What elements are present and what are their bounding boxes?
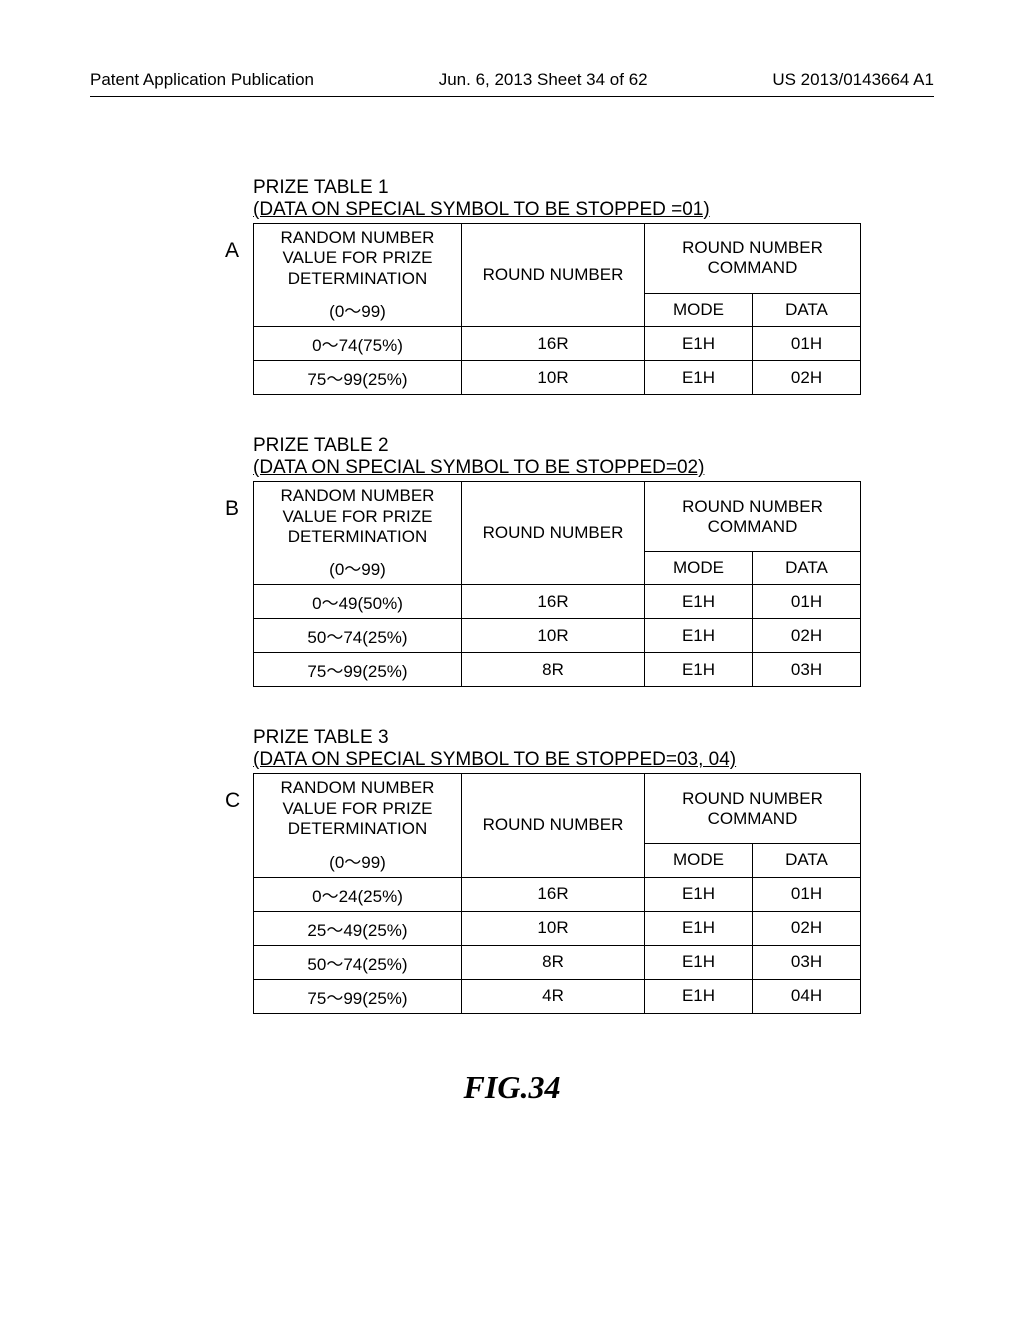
table-subtitle: (DATA ON SPECIAL SYMBOL TO BE STOPPED=02… xyxy=(253,457,904,479)
col-header-random-range: (0～99) xyxy=(254,844,462,878)
table-row: 50～74(25%)10RE1H02H xyxy=(254,619,861,653)
col-header-mode: MODE xyxy=(645,844,753,878)
prize-table-block: C PRIZE TABLE 3(DATA ON SPECIAL SYMBOL TO… xyxy=(225,727,904,1013)
col-header-data: DATA xyxy=(753,293,861,327)
cell-data: 02H xyxy=(753,361,861,395)
table-letter-label: C xyxy=(225,789,240,813)
cell-random: 75～99(25%) xyxy=(254,979,462,1013)
cell-mode: E1H xyxy=(645,619,753,653)
table-title: PRIZE TABLE 3 xyxy=(253,727,904,749)
cell-mode: E1H xyxy=(645,945,753,979)
cell-round: 4R xyxy=(462,979,645,1013)
header-center: Jun. 6, 2013 Sheet 34 of 62 xyxy=(439,70,648,90)
cell-random: 50～74(25%) xyxy=(254,619,462,653)
table-letter-label: B xyxy=(225,497,239,521)
table-row: 75～99(25%)8RE1H03H xyxy=(254,653,861,687)
cell-mode: E1H xyxy=(645,979,753,1013)
cell-random: 0～24(25%) xyxy=(254,877,462,911)
prize-table: RANDOM NUMBERVALUE FOR PRIZEDETERMINATIO… xyxy=(253,481,861,687)
col-header-command: ROUND NUMBERCOMMAND xyxy=(645,774,861,844)
table-header-row: RANDOM NUMBERVALUE FOR PRIZEDETERMINATIO… xyxy=(254,482,861,552)
cell-data: 03H xyxy=(753,653,861,687)
cell-mode: E1H xyxy=(645,653,753,687)
cell-mode: E1H xyxy=(645,585,753,619)
prize-table: RANDOM NUMBERVALUE FOR PRIZEDETERMINATIO… xyxy=(253,223,861,395)
col-header-round: ROUND NUMBER xyxy=(462,224,645,327)
cell-round: 10R xyxy=(462,619,645,653)
cell-mode: E1H xyxy=(645,911,753,945)
table-subtitle: (DATA ON SPECIAL SYMBOL TO BE STOPPED=03… xyxy=(253,749,904,771)
cell-random: 0～49(50%) xyxy=(254,585,462,619)
table-letter-label: A xyxy=(225,239,239,263)
col-header-random: RANDOM NUMBERVALUE FOR PRIZEDETERMINATIO… xyxy=(254,774,462,844)
cell-round: 8R xyxy=(462,945,645,979)
col-header-round: ROUND NUMBER xyxy=(462,774,645,877)
table-subtitle: (DATA ON SPECIAL SYMBOL TO BE STOPPED =0… xyxy=(253,199,904,221)
col-header-round: ROUND NUMBER xyxy=(462,482,645,585)
table-title: PRIZE TABLE 1 xyxy=(253,177,904,199)
col-header-data: DATA xyxy=(753,551,861,585)
cell-data: 02H xyxy=(753,911,861,945)
col-header-mode: MODE xyxy=(645,293,753,327)
page: Patent Application Publication Jun. 6, 2… xyxy=(0,0,1024,1146)
cell-random: 75～99(25%) xyxy=(254,653,462,687)
table-row: 25～49(25%)10RE1H02H xyxy=(254,911,861,945)
cell-mode: E1H xyxy=(645,361,753,395)
header-right: US 2013/0143664 A1 xyxy=(772,70,934,90)
cell-round: 10R xyxy=(462,361,645,395)
col-header-random: RANDOM NUMBERVALUE FOR PRIZEDETERMINATIO… xyxy=(254,482,462,552)
col-header-random: RANDOM NUMBERVALUE FOR PRIZEDETERMINATIO… xyxy=(254,224,462,294)
cell-random: 50～74(25%) xyxy=(254,945,462,979)
prize-table: RANDOM NUMBERVALUE FOR PRIZEDETERMINATIO… xyxy=(253,773,861,1013)
cell-random: 25～49(25%) xyxy=(254,911,462,945)
col-header-random-range: (0～99) xyxy=(254,293,462,327)
cell-data: 04H xyxy=(753,979,861,1013)
page-header: Patent Application Publication Jun. 6, 2… xyxy=(90,70,934,97)
cell-data: 01H xyxy=(753,327,861,361)
table-header-row: RANDOM NUMBERVALUE FOR PRIZEDETERMINATIO… xyxy=(254,224,861,294)
col-header-command: ROUND NUMBERCOMMAND xyxy=(645,482,861,552)
table-title: PRIZE TABLE 2 xyxy=(253,435,904,457)
cell-round: 8R xyxy=(462,653,645,687)
cell-round: 16R xyxy=(462,585,645,619)
col-header-mode: MODE xyxy=(645,551,753,585)
table-row: 0～74(75%)16RE1H01H xyxy=(254,327,861,361)
cell-round: 16R xyxy=(462,327,645,361)
prize-table-block: B PRIZE TABLE 2(DATA ON SPECIAL SYMBOL TO… xyxy=(225,435,904,687)
cell-random: 75～99(25%) xyxy=(254,361,462,395)
figure-label: FIG.34 xyxy=(90,1069,934,1106)
content-area: APRIZE TABLE 1(DATA ON SPECIAL SYMBOL TO… xyxy=(225,177,904,1014)
table-row: 50～74(25%)8RE1H03H xyxy=(254,945,861,979)
cell-random: 0～74(75%) xyxy=(254,327,462,361)
cell-mode: E1H xyxy=(645,877,753,911)
col-header-random-range: (0～99) xyxy=(254,551,462,585)
cell-round: 10R xyxy=(462,911,645,945)
cell-data: 01H xyxy=(753,877,861,911)
table-row: 75～99(25%)10RE1H02H xyxy=(254,361,861,395)
col-header-data: DATA xyxy=(753,844,861,878)
table-row: 75～99(25%)4RE1H04H xyxy=(254,979,861,1013)
cell-data: 01H xyxy=(753,585,861,619)
header-left: Patent Application Publication xyxy=(90,70,314,90)
cell-data: 03H xyxy=(753,945,861,979)
table-row: 0～49(50%)16RE1H01H xyxy=(254,585,861,619)
col-header-command: ROUND NUMBERCOMMAND xyxy=(645,224,861,294)
table-header-row: RANDOM NUMBERVALUE FOR PRIZEDETERMINATIO… xyxy=(254,774,861,844)
cell-round: 16R xyxy=(462,877,645,911)
table-row: 0～24(25%)16RE1H01H xyxy=(254,877,861,911)
prize-table-block: A PRIZE TABLE 1(DATA ON SPECIAL SYMBOL TO… xyxy=(225,177,904,395)
cell-data: 02H xyxy=(753,619,861,653)
cell-mode: E1H xyxy=(645,327,753,361)
